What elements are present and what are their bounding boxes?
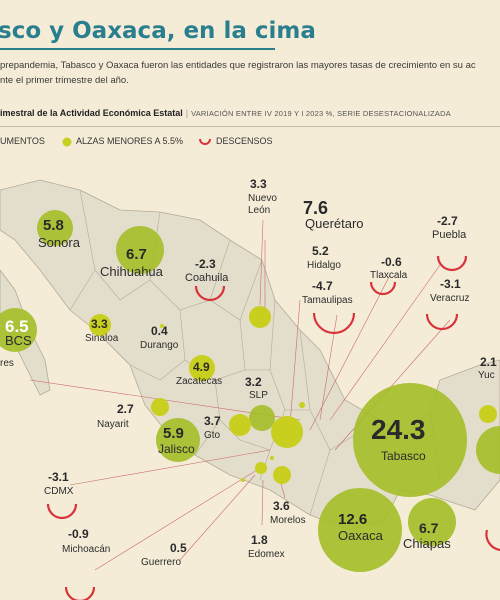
bubble-cdmx-pt bbox=[270, 456, 274, 460]
name-tabasco: Tabasco bbox=[381, 449, 426, 463]
bubble-slp bbox=[249, 405, 275, 431]
bubble-bcs bbox=[0, 308, 37, 352]
value-michoacan: -0.9 bbox=[68, 527, 89, 541]
name-bcs: BCS bbox=[5, 333, 32, 348]
value-slp: 3.2 bbox=[245, 375, 262, 389]
value-tabasco: 24.3 bbox=[371, 414, 426, 445]
value-sonora: 5.8 bbox=[43, 217, 64, 234]
name-oaxaca: Oaxaca bbox=[338, 528, 383, 543]
intro-text: prepandemia, Tabasco y Oaxaca fueron las… bbox=[0, 58, 500, 88]
bubble-zacatecas bbox=[189, 355, 215, 381]
value-nuevo-leon: 3.3 bbox=[250, 177, 267, 191]
bubble-tabasco bbox=[353, 383, 467, 497]
label-sonora: 5.8 bbox=[43, 218, 64, 233]
divider bbox=[0, 126, 500, 127]
value-sinaloa: 3.3 bbox=[91, 317, 108, 331]
name-bcs-fragment: res bbox=[0, 358, 14, 369]
value-morelos: 3.6 bbox=[273, 499, 290, 513]
value-chiapas: 6.7 bbox=[419, 520, 439, 536]
intro-line: prepandemia, Tabasco y Oaxaca fueron las… bbox=[0, 60, 476, 71]
value-tamaulipas: -4.7 bbox=[312, 279, 333, 293]
legend-decline: DESCENSOS bbox=[216, 136, 273, 146]
bubble-oaxaca bbox=[318, 488, 402, 572]
bubble-durango bbox=[160, 324, 164, 328]
bubble-edomex bbox=[255, 462, 267, 474]
bubble-nuevo-leon bbox=[249, 306, 271, 328]
value-oaxaca: 12.6 bbox=[338, 511, 368, 528]
bubble-guanajuato bbox=[229, 414, 251, 436]
bubble-quintana-roo bbox=[476, 426, 500, 474]
legend-small-increase: ALZAS MENORES A 5.5% bbox=[76, 136, 184, 146]
bubble-hidalgo bbox=[299, 402, 305, 408]
subtitle-main: imestral de la Actividad Económica Estat… bbox=[0, 108, 183, 118]
name-tlaxcala: Tlaxcala bbox=[370, 270, 408, 281]
name-morelos: Morelos bbox=[270, 515, 306, 526]
name-tamaulipas: Tamaulipas bbox=[302, 295, 353, 306]
value-coahuila: -2.3 bbox=[195, 257, 216, 271]
name-nuevo-leon: Nuevo León bbox=[248, 193, 277, 216]
value-veracruz: -3.1 bbox=[440, 277, 461, 291]
title-underline bbox=[0, 48, 275, 50]
name-puebla: Puebla bbox=[432, 229, 467, 241]
name-slp: SLP bbox=[249, 390, 268, 401]
bubble-nayarit bbox=[151, 398, 169, 416]
legend: UMENTOS ALZAS MENORES A 5.5% DESCENSOS bbox=[0, 134, 500, 150]
bubbles bbox=[0, 210, 500, 572]
legend-decline-arc-icon bbox=[199, 138, 211, 145]
bubble-chiapas bbox=[408, 498, 456, 546]
value-durango: 0.4 bbox=[151, 324, 168, 338]
name-cdmx: CDMX bbox=[44, 486, 74, 497]
name-guanajuato: Gto bbox=[204, 430, 221, 441]
bubble-yucatan bbox=[479, 405, 497, 423]
name-veracruz: Veracruz bbox=[430, 293, 470, 304]
value-nayarit: 2.7 bbox=[117, 402, 134, 416]
name-durango: Durango bbox=[140, 340, 179, 351]
value-yucatan: 2.1 bbox=[480, 355, 497, 369]
name-chihuahua: Chihuahua bbox=[100, 264, 163, 279]
decline-arcs bbox=[46, 255, 500, 600]
bubble-morelos bbox=[273, 466, 291, 484]
legend-small-dot-icon bbox=[62, 137, 72, 147]
page-title: sco y Oaxaca, en la cima bbox=[0, 18, 316, 44]
name-sinaloa: Sinaloa bbox=[85, 333, 119, 344]
bubble-chihuahua bbox=[116, 226, 164, 274]
name-jalisco: Jalisco bbox=[158, 442, 195, 456]
value-chihuahua: 6.7 bbox=[126, 246, 147, 263]
name-sonora: Sonora bbox=[38, 235, 80, 250]
value-puebla: -2.7 bbox=[437, 214, 458, 228]
intro-line: nte el primer trimestre del año. bbox=[0, 75, 129, 86]
value-guerrero: 0.5 bbox=[170, 541, 187, 555]
name-nayarit: Nayarit bbox=[97, 419, 129, 430]
mexico-map bbox=[0, 179, 500, 600]
value-bcs: 6.5 bbox=[5, 317, 29, 336]
value-guanajuato: 3.7 bbox=[204, 414, 221, 428]
name-hidalgo: Hidalgo bbox=[307, 260, 341, 271]
value-zacatecas: 4.9 bbox=[193, 360, 210, 374]
name-queretaro: Querétaro bbox=[305, 216, 364, 231]
value-jalisco: 5.9 bbox=[163, 425, 184, 442]
value-cdmx: -3.1 bbox=[48, 470, 69, 484]
name-michoacan: Michoacán bbox=[62, 544, 111, 555]
name-chiapas: Chiapas bbox=[403, 536, 451, 551]
name-yucatan: Yuc bbox=[478, 370, 495, 381]
bubble-guerrero bbox=[241, 478, 245, 482]
name-zacatecas: Zacatecas bbox=[176, 376, 223, 387]
value-hidalgo: 5.2 bbox=[312, 244, 329, 258]
bubble-sinaloa bbox=[89, 314, 111, 336]
chart-subtitle: imestral de la Actividad Económica Estat… bbox=[0, 108, 451, 118]
name-coahuila: Coahuila bbox=[185, 272, 229, 284]
name-guerrero: Guerrero bbox=[141, 557, 182, 568]
value-tlaxcala: -0.6 bbox=[381, 255, 402, 269]
bubble-jalisco bbox=[156, 418, 200, 462]
subtitle-detail: VARIACIÓN ENTRE IV 2019 Y I 2023 %, SERI… bbox=[191, 109, 451, 118]
legend-big-increase: UMENTOS bbox=[0, 136, 45, 146]
name-edomex: Edomex bbox=[248, 549, 285, 560]
bubble-sonora bbox=[37, 210, 73, 246]
value-queretaro: 7.6 bbox=[303, 198, 329, 218]
bubble-queretaro bbox=[271, 416, 303, 448]
value-edomex: 1.8 bbox=[251, 533, 268, 547]
